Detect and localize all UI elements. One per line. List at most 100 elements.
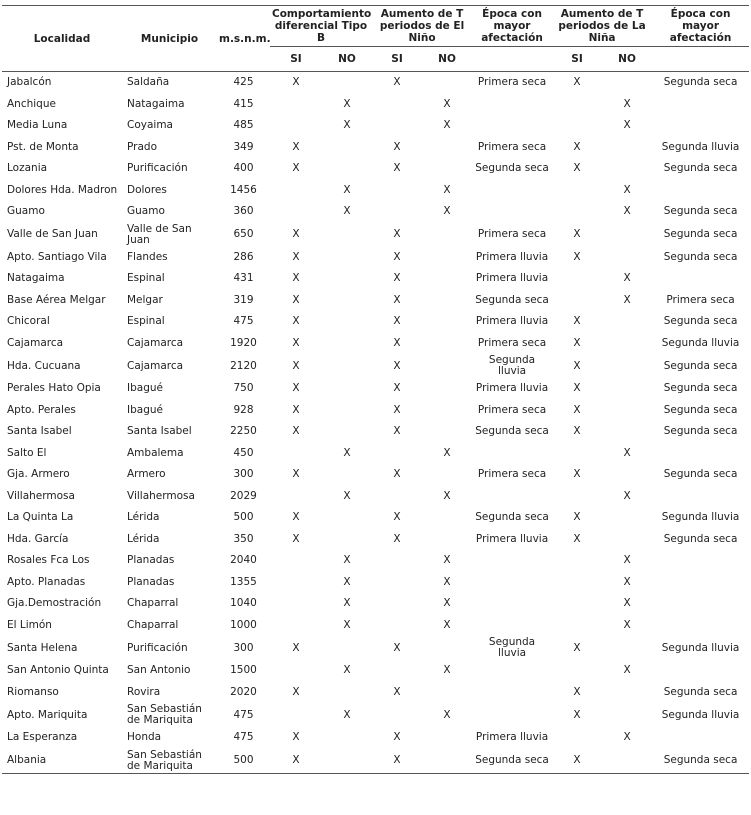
table-cell: Ambalema [127, 446, 184, 459]
table-cell: Segunda seca [475, 425, 549, 438]
table-row: Natagaima Espinal 431 X X Primera lluvia X [2, 268, 749, 290]
table-cell: Segunda seca [663, 162, 738, 175]
table-cell [472, 550, 552, 572]
table-cell [552, 727, 602, 749]
table-cell [602, 507, 652, 529]
table-cell [552, 615, 602, 637]
table-cell: 1040 [230, 597, 257, 610]
table-cell [422, 311, 472, 333]
table-cell: X [343, 618, 351, 631]
table-cell [372, 703, 422, 727]
table-cell: Natagaima [127, 97, 185, 110]
table-cell: X [393, 425, 401, 438]
table-cell: X [372, 748, 423, 774]
table-cell: Santa Helena [7, 641, 78, 654]
table-cell [602, 682, 652, 704]
table-cell [602, 72, 652, 94]
table-cell: X [343, 205, 351, 218]
table-cell: Segunda seca [652, 748, 750, 774]
table-cell: Segunda seca [663, 532, 738, 545]
table-cell: Planadas [127, 554, 175, 567]
table-cell: X [343, 489, 351, 502]
table-cell [322, 333, 372, 355]
table-cell [372, 94, 422, 116]
sub-header: SI [270, 46, 322, 72]
table-cell [472, 443, 552, 465]
table-cell [322, 137, 372, 159]
table-cell [322, 748, 373, 774]
table-cell: X [270, 748, 322, 774]
table-cell: X [393, 293, 401, 306]
table-cell: 349 [233, 140, 254, 153]
data-table: Localidad Municipio m.s.n.m. Comportamie… [2, 5, 750, 774]
table-cell: X [443, 575, 451, 588]
table-cell [472, 180, 552, 202]
table-cell: X [623, 664, 631, 677]
table-cell [422, 268, 472, 290]
table-cell: 475 [233, 708, 254, 721]
table-cell [602, 247, 652, 269]
table-cell [422, 72, 472, 94]
table-cell: X [573, 403, 581, 416]
table-cell [652, 660, 749, 682]
table-cell: X [292, 272, 300, 285]
column-header: Aumento de T periodos de La Niña [552, 5, 653, 47]
table-cell: Saldaña [127, 76, 170, 89]
table-cell: La Esperanza [7, 731, 78, 744]
table-cell: Primera seca [477, 140, 547, 153]
table-cell [552, 443, 602, 465]
table-cell [472, 593, 552, 615]
table-cell [422, 137, 472, 159]
table-cell: X [292, 228, 300, 240]
table-cell: X [292, 731, 300, 744]
table-cell: Base Aérea Melgar [7, 293, 106, 306]
table-cell [602, 354, 652, 378]
table-cell [270, 115, 322, 137]
table-cell: Riomanso [7, 685, 59, 698]
table-cell [372, 615, 422, 637]
table-cell: 1456 [230, 183, 257, 196]
table-cell: X [393, 731, 401, 744]
table-cell: Hda. Cucuana [7, 359, 81, 372]
table-cell: San Sebastián de Mariquita [127, 703, 202, 726]
table-cell: Perales Hato Opia [7, 382, 101, 395]
table-cell: Lozania [7, 162, 48, 175]
table-cell: 431 [233, 272, 254, 285]
table-cell: X [623, 272, 631, 285]
table-cell [322, 507, 372, 529]
table-cell: Segunda seca [663, 403, 738, 416]
table-cell [602, 223, 652, 247]
table-cell: Planadas [127, 575, 175, 588]
table-row: Riomanso Rovira 2020 X X X Segunda seca [2, 682, 749, 704]
table-cell: X [343, 708, 351, 721]
table-cell: X [393, 228, 401, 240]
table-cell: Villahermosa [127, 489, 195, 502]
table-cell: X [393, 140, 401, 153]
table-cell [422, 400, 472, 422]
table-cell: Cajamarca [7, 336, 64, 349]
table-cell [472, 703, 552, 727]
table-cell [422, 247, 472, 269]
table-cell: Honda [127, 731, 162, 744]
table-cell: Armero [127, 468, 166, 481]
table-cell: 400 [233, 162, 254, 175]
table-cell: Primera lluvia [475, 250, 549, 263]
table-cell: X [623, 119, 631, 132]
table-row: Anchique Natagaima 415 X X X [2, 94, 749, 116]
table-cell [652, 443, 749, 465]
table-cell [422, 223, 472, 247]
table-row: Gja. Armero Armero 300 X X Primera seca X Segun… [2, 464, 749, 486]
table-cell: X [573, 641, 581, 654]
table-cell: 2029 [230, 489, 257, 502]
table-cell [422, 421, 472, 443]
table-cell: X [623, 618, 631, 631]
table-cell: Segunda seca [663, 250, 738, 263]
table-cell: X [623, 554, 631, 567]
table-cell: El Limón [7, 618, 52, 631]
table-cell: Gja. Armero [7, 468, 70, 481]
table-cell [602, 529, 652, 551]
table-cell: X [443, 489, 451, 502]
table-cell: 1000 [230, 618, 257, 631]
table-cell: X [292, 685, 300, 698]
